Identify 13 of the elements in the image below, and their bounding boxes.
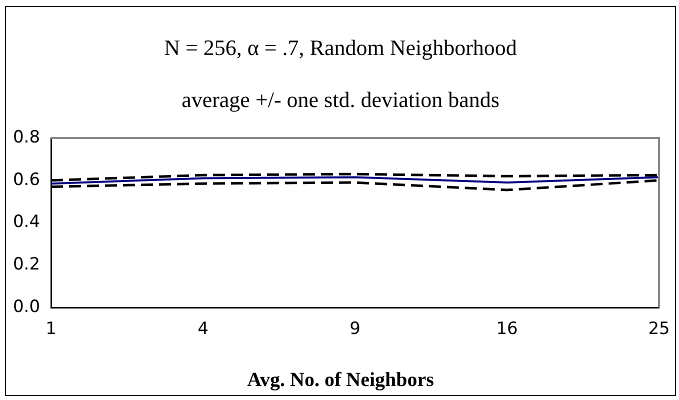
y-tick-label: 0.4 (12, 212, 40, 232)
x-tick-label: 25 (648, 319, 670, 340)
y-tick-label: 0.8 (12, 127, 40, 148)
y-tick-label: 0.0 (12, 297, 40, 318)
y-tick-label: 0.6 (12, 170, 40, 190)
y-tick-label: 0.2 (12, 254, 40, 275)
x-tick-label: 16 (496, 319, 518, 340)
x-tick-label: 9 (350, 319, 360, 340)
x-tick-label: 1 (46, 319, 56, 340)
chart-title: N = 256, α = .7, Random Neighborhood (163, 35, 518, 61)
chart-subtitle: average +/- one std. deviation bands (180, 87, 500, 113)
x-tick-label: 4 (198, 319, 208, 340)
x-axis-title: Avg. No. of Neighbors (246, 369, 435, 392)
